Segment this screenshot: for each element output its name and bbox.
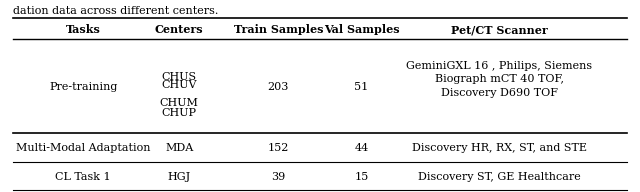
Text: dation data across different centers.: dation data across different centers.	[13, 6, 218, 16]
Text: Pre-training: Pre-training	[49, 82, 117, 92]
Text: Centers: Centers	[155, 24, 204, 35]
Text: Train Samples: Train Samples	[234, 24, 323, 35]
Text: Discovery HR, RX, ST, and STE: Discovery HR, RX, ST, and STE	[412, 143, 587, 153]
Text: GeminiGXL 16 , Philips, Siemens
Biograph mCT 40 TOF,
Discovery D690 TOF: GeminiGXL 16 , Philips, Siemens Biograph…	[406, 60, 592, 98]
Text: CHUP: CHUP	[162, 108, 196, 118]
Text: Tasks: Tasks	[66, 24, 100, 35]
Text: CL Task 1: CL Task 1	[56, 172, 111, 182]
Text: CHUV: CHUV	[161, 80, 197, 90]
Text: CHUM: CHUM	[160, 98, 198, 108]
Text: 152: 152	[268, 143, 289, 153]
Text: CHUS: CHUS	[162, 72, 196, 82]
Text: 51: 51	[355, 82, 369, 92]
Text: Pet/CT Scanner: Pet/CT Scanner	[451, 24, 548, 35]
Text: MDA: MDA	[165, 143, 193, 153]
Text: 44: 44	[355, 143, 369, 153]
Text: HGJ: HGJ	[168, 172, 191, 182]
Text: 203: 203	[268, 82, 289, 92]
Text: 39: 39	[271, 172, 285, 182]
Text: 15: 15	[355, 172, 369, 182]
Text: Val Samples: Val Samples	[324, 24, 399, 35]
Text: Multi-Modal Adaptation: Multi-Modal Adaptation	[16, 143, 150, 153]
Text: Discovery ST, GE Healthcare: Discovery ST, GE Healthcare	[418, 172, 580, 182]
